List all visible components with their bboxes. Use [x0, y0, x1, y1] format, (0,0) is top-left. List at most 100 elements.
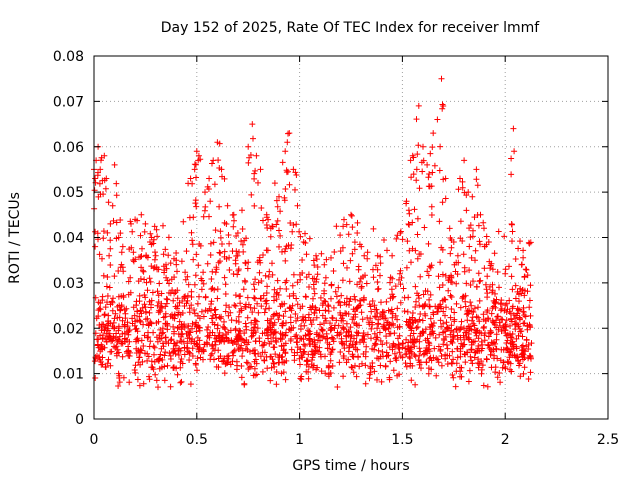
- data-point-marker: [235, 319, 242, 325]
- data-point-marker: [215, 347, 222, 354]
- data-point-marker: [515, 358, 522, 365]
- data-point-marker: [498, 328, 505, 335]
- data-point-marker: [205, 324, 212, 330]
- data-point-marker: [328, 349, 335, 356]
- data-point-marker: [147, 338, 154, 345]
- data-point-marker: [287, 319, 294, 326]
- data-point-marker: [429, 328, 436, 335]
- data-point-marker: [473, 166, 480, 173]
- data-point-marker: [243, 359, 250, 366]
- data-point-marker: [107, 301, 114, 308]
- data-point-marker: [421, 224, 428, 231]
- data-point-marker: [252, 356, 259, 363]
- data-point-marker: [143, 252, 150, 259]
- y-tick-label: 0.06: [53, 140, 84, 156]
- data-point-marker: [371, 342, 378, 349]
- data-point-marker: [160, 343, 167, 350]
- data-point-marker: [404, 238, 411, 245]
- data-point-marker: [181, 294, 188, 300]
- data-point-marker: [420, 143, 426, 150]
- data-point-marker: [406, 221, 413, 228]
- data-point-marker: [508, 155, 515, 162]
- data-point-marker: [421, 310, 428, 317]
- data-point-marker: [526, 353, 533, 359]
- data-point-marker: [527, 369, 534, 376]
- data-point-marker: [318, 368, 325, 375]
- data-point-marker: [161, 267, 168, 274]
- data-point-marker: [521, 274, 528, 281]
- data-point-marker: [194, 300, 201, 307]
- y-tick-label: 0: [75, 412, 84, 428]
- data-point-marker: [399, 236, 406, 243]
- data-point-marker: [431, 162, 438, 169]
- data-point-marker: [189, 345, 196, 352]
- data-point-marker: [444, 325, 451, 331]
- data-point-marker: [346, 278, 353, 285]
- data-point-marker: [397, 281, 404, 288]
- data-point-marker: [146, 373, 152, 380]
- data-point-marker: [422, 287, 429, 294]
- data-point-marker: [251, 175, 258, 182]
- data-point-marker: [508, 273, 515, 280]
- data-point-marker: [308, 361, 315, 368]
- data-point-marker: [111, 161, 118, 168]
- data-point-marker: [116, 333, 123, 340]
- data-point-marker: [268, 364, 275, 371]
- data-point-marker: [98, 154, 105, 161]
- data-point-marker: [128, 220, 134, 227]
- data-point-marker: [193, 340, 200, 347]
- data-point-marker: [506, 263, 512, 270]
- data-point-marker: [223, 302, 230, 309]
- data-point-marker: [103, 283, 110, 290]
- data-point-marker: [378, 299, 384, 306]
- data-point-marker: [349, 351, 356, 358]
- data-point-marker: [445, 287, 452, 294]
- data-point-marker: [321, 290, 328, 297]
- data-point-marker: [252, 372, 259, 379]
- data-point-marker: [135, 278, 142, 285]
- data-point-marker: [475, 364, 482, 371]
- data-point-marker: [302, 332, 309, 339]
- data-point-marker: [459, 343, 466, 350]
- data-point-marker: [453, 280, 460, 287]
- data-point-marker: [92, 243, 99, 250]
- data-point-marker: [273, 221, 280, 228]
- data-point-marker: [204, 183, 211, 190]
- data-point-marker: [355, 353, 361, 360]
- data-point-marker: [402, 345, 409, 352]
- data-point-marker: [96, 251, 103, 258]
- data-point-marker: [475, 335, 482, 342]
- data-point-marker: [516, 298, 522, 305]
- data-point-marker: [94, 230, 101, 237]
- data-point-marker: [321, 320, 327, 327]
- data-point-marker: [509, 238, 515, 245]
- data-point-marker: [197, 242, 204, 249]
- data-point-marker: [311, 285, 317, 292]
- data-point-marker: [515, 245, 522, 252]
- data-point-marker: [112, 310, 119, 317]
- data-point-marker: [511, 321, 518, 328]
- data-point-marker: [209, 312, 216, 319]
- data-point-marker: [352, 341, 359, 347]
- data-point-marker: [434, 356, 441, 363]
- data-point-marker: [140, 268, 147, 275]
- data-point-marker: [480, 325, 487, 331]
- data-point-marker: [315, 348, 322, 355]
- data-point-marker: [484, 290, 491, 297]
- data-point-marker: [512, 315, 518, 322]
- data-point-marker: [221, 253, 228, 260]
- data-point-marker: [313, 276, 320, 283]
- data-point-marker: [166, 289, 172, 296]
- data-point-marker: [321, 261, 328, 268]
- data-point-marker: [447, 278, 454, 285]
- data-point-marker: [217, 250, 224, 257]
- data-point-marker: [494, 313, 501, 320]
- data-point-marker: [130, 304, 137, 311]
- data-point-marker: [487, 330, 494, 337]
- data-point-marker: [502, 365, 509, 372]
- data-point-marker: [400, 340, 407, 347]
- data-point-marker: [417, 273, 424, 280]
- data-point-marker: [448, 272, 454, 279]
- data-point-marker: [232, 292, 239, 299]
- data-point-marker: [247, 152, 254, 158]
